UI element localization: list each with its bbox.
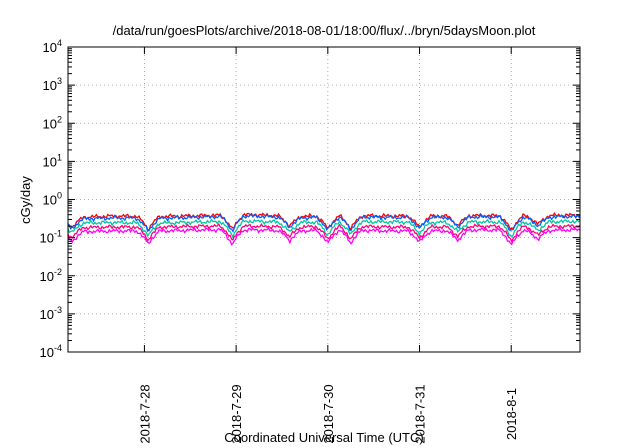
y-tick-label: 100 [43, 191, 62, 208]
y-tick-label: 10-1 [40, 229, 62, 246]
y-tick-label: 10-4 [40, 343, 62, 360]
y-tick-label: 104 [43, 38, 62, 55]
y-tick-label: 103 [43, 76, 62, 93]
series-line [67, 213, 581, 233]
y-tick-label: 10-2 [40, 267, 62, 284]
y-tick-label: 102 [43, 114, 62, 131]
x-tick-label: 2018-7-28 [137, 384, 152, 443]
x-axis-ticks: 2018-7-28 2018-7-29 2018-7-30 2018-7-31 2018… [137, 47, 519, 444]
series-layer [67, 211, 581, 246]
grid [68, 47, 580, 352]
x-tick-label: 2018-8-1 [504, 388, 519, 440]
y-tick-label: 10-3 [40, 305, 62, 322]
x-axis-label: Coordinated Universal Time (UTC) [224, 430, 423, 445]
y-axis-label: cGy/day [18, 176, 33, 224]
x-tick-label: 2018-7-30 [321, 384, 336, 443]
series-line [67, 222, 581, 244]
x-tick-label: 2018-7-29 [229, 384, 244, 443]
y-axis-ticks: 10-4 10-3 10-2 10-1 100 101 102 103 104 [40, 38, 580, 360]
chart-title: /data/run/goesPlots/archive/2018-08-01/1… [113, 23, 536, 38]
series-line [67, 218, 581, 240]
x-tick-label: 2018-7-31 [413, 384, 428, 443]
series-line [67, 211, 581, 232]
y-tick-label: 101 [43, 152, 62, 169]
series-line [67, 226, 581, 246]
